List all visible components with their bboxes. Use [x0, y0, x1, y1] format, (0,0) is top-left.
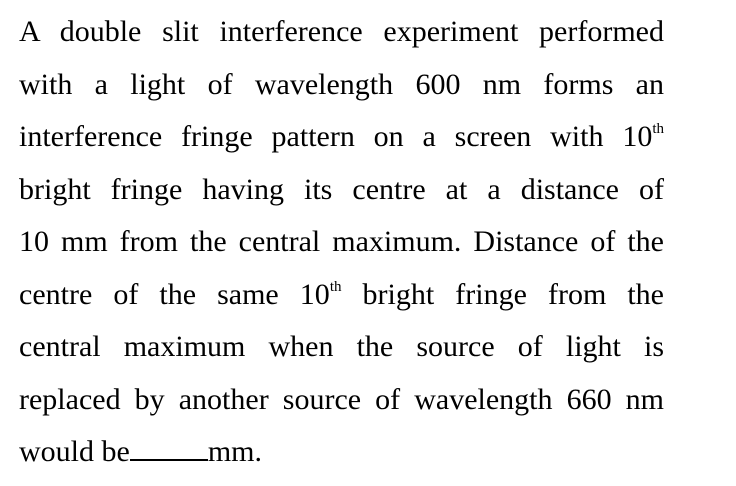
- question-text: A double slit interference experiment pe…: [19, 6, 664, 479]
- line-5-text: 10 mm from the central maximum. Distance…: [19, 225, 664, 258]
- line-6-pre-text: centre of the same 10: [19, 277, 330, 311]
- question-line-2: with a light of wavelength 600 nm forms …: [19, 59, 664, 112]
- line-2-text: with a light of wavelength 600 nm forms …: [19, 67, 664, 101]
- line-4-text: bright fringe having its centre at a dis…: [19, 172, 664, 206]
- question-line-5: 10 mm from the central maximum. Distance…: [19, 216, 664, 269]
- question-line-7: central maximum when the source of light…: [19, 321, 664, 374]
- answer-unit: mm.: [207, 435, 262, 468]
- line-8-text: replaced by another source of wavelength…: [19, 382, 664, 416]
- answer-blank[interactable]: [129, 435, 208, 461]
- superscript-th: th: [329, 278, 342, 295]
- question-line-4: bright fringe having its centre at a dis…: [19, 164, 664, 217]
- line-6-post-text: bright fringe from the: [341, 277, 664, 311]
- line-1-text: A double slit interference experiment pe…: [19, 15, 664, 48]
- line-9-pre-text: would be: [19, 435, 130, 468]
- question-line-9: would be mm.: [19, 426, 664, 479]
- question-line-6: centre of the same 10th bright fringe fr…: [19, 269, 664, 322]
- line-3-text: interference fringe pattern on a screen …: [19, 120, 653, 153]
- question-line-8: replaced by another source of wavelength…: [19, 374, 664, 427]
- line-7-text: central maximum when the source of light…: [19, 330, 664, 363]
- superscript-th: th: [652, 121, 664, 137]
- question-line-1: A double slit interference experiment pe…: [19, 6, 664, 59]
- question-line-3: interference fringe pattern on a screen …: [19, 111, 664, 164]
